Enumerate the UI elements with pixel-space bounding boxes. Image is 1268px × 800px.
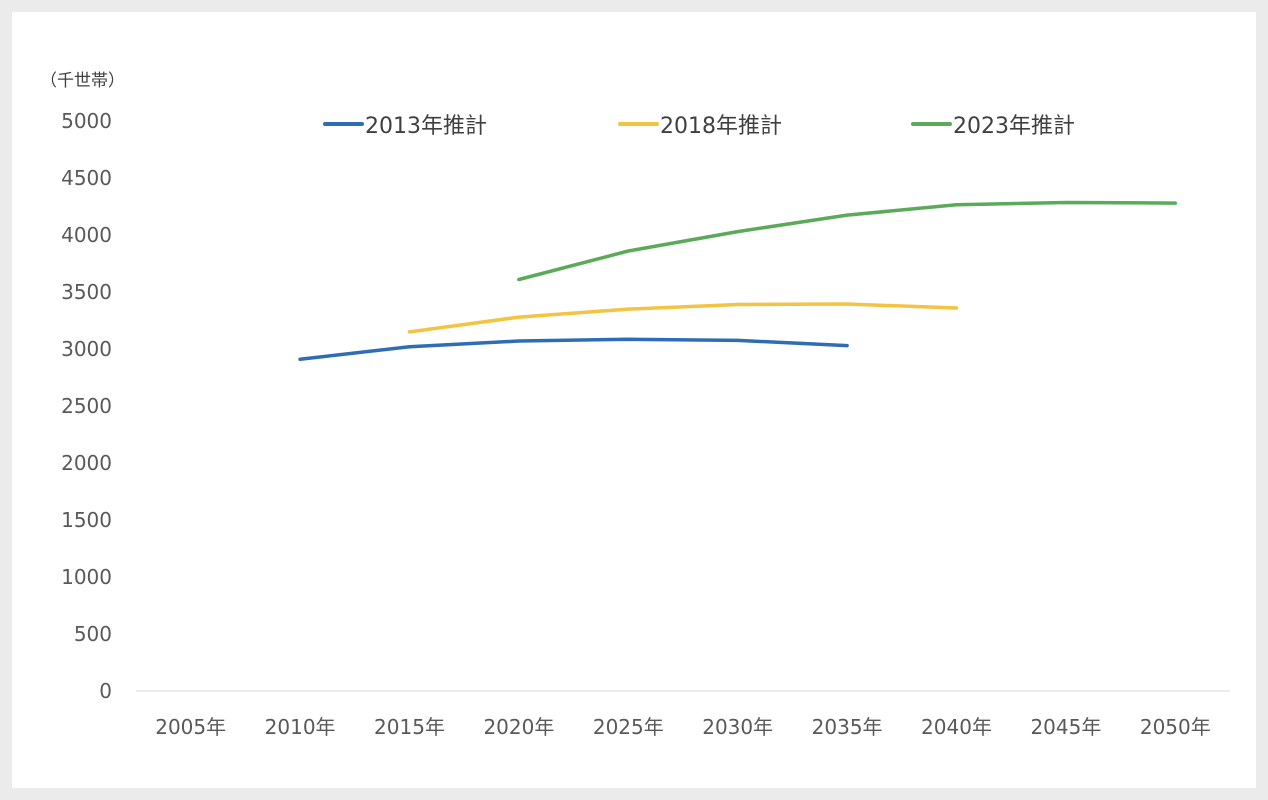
legend-item-2: 2018年推計 xyxy=(618,114,782,139)
legend-label: 2018年推計 xyxy=(660,114,782,139)
y-tick-label: 2500 xyxy=(61,394,112,418)
x-axis-ticks: 2005年 2010年 2015年 2020年 2025年 2030年 2035年 2040年… xyxy=(155,715,1211,739)
y-axis-unit-label: （千世帯） xyxy=(40,71,125,91)
x-tick-label: 2010年 xyxy=(265,715,336,739)
y-tick-label: 4500 xyxy=(61,166,112,190)
y-tick-label: 1000 xyxy=(61,565,112,589)
x-tick-label: 2005年 xyxy=(155,715,226,739)
y-tick-label: 2000 xyxy=(61,451,112,475)
legend-item-3: 2023年推計 xyxy=(911,114,1075,139)
y-tick-label: 3500 xyxy=(61,280,112,304)
series-line-2 xyxy=(407,302,959,334)
y-tick-label: 5000 xyxy=(61,109,112,133)
series-line-1 xyxy=(298,337,849,362)
x-tick-label: 2050年 xyxy=(1140,715,1211,739)
legend: 2013年推計 2018年推計 2023年推計 xyxy=(323,114,1075,139)
legend-label: 2013年推計 xyxy=(365,114,487,139)
y-tick-label: 1500 xyxy=(61,508,112,532)
y-tick-label: 3000 xyxy=(61,337,112,361)
chart-frame: （千世帯） 0 500 1000 1500 2000 2500 3000 3500 4000 45… xyxy=(12,12,1256,788)
x-tick-label: 2040年 xyxy=(921,715,992,739)
x-tick-label: 2045年 xyxy=(1030,715,1101,739)
series-line-3 xyxy=(517,200,1178,282)
series-lines xyxy=(298,200,1178,362)
x-tick-label: 2030年 xyxy=(702,715,773,739)
y-tick-label: 0 xyxy=(99,679,112,703)
line-chart: （千世帯） 0 500 1000 1500 2000 2500 3000 3500 4000 45… xyxy=(40,71,1230,739)
y-tick-label: 4000 xyxy=(61,223,112,247)
x-tick-label: 2035年 xyxy=(812,715,883,739)
x-tick-label: 2015年 xyxy=(374,715,445,739)
y-tick-label: 500 xyxy=(74,622,112,646)
x-tick-label: 2025年 xyxy=(593,715,664,739)
y-axis-ticks: 0 500 1000 1500 2000 2500 3000 3500 4000 4500 5000 xyxy=(61,109,112,703)
legend-item-1: 2013年推計 xyxy=(323,114,487,139)
x-tick-label: 2020年 xyxy=(483,715,554,739)
legend-label: 2023年推計 xyxy=(953,114,1075,139)
